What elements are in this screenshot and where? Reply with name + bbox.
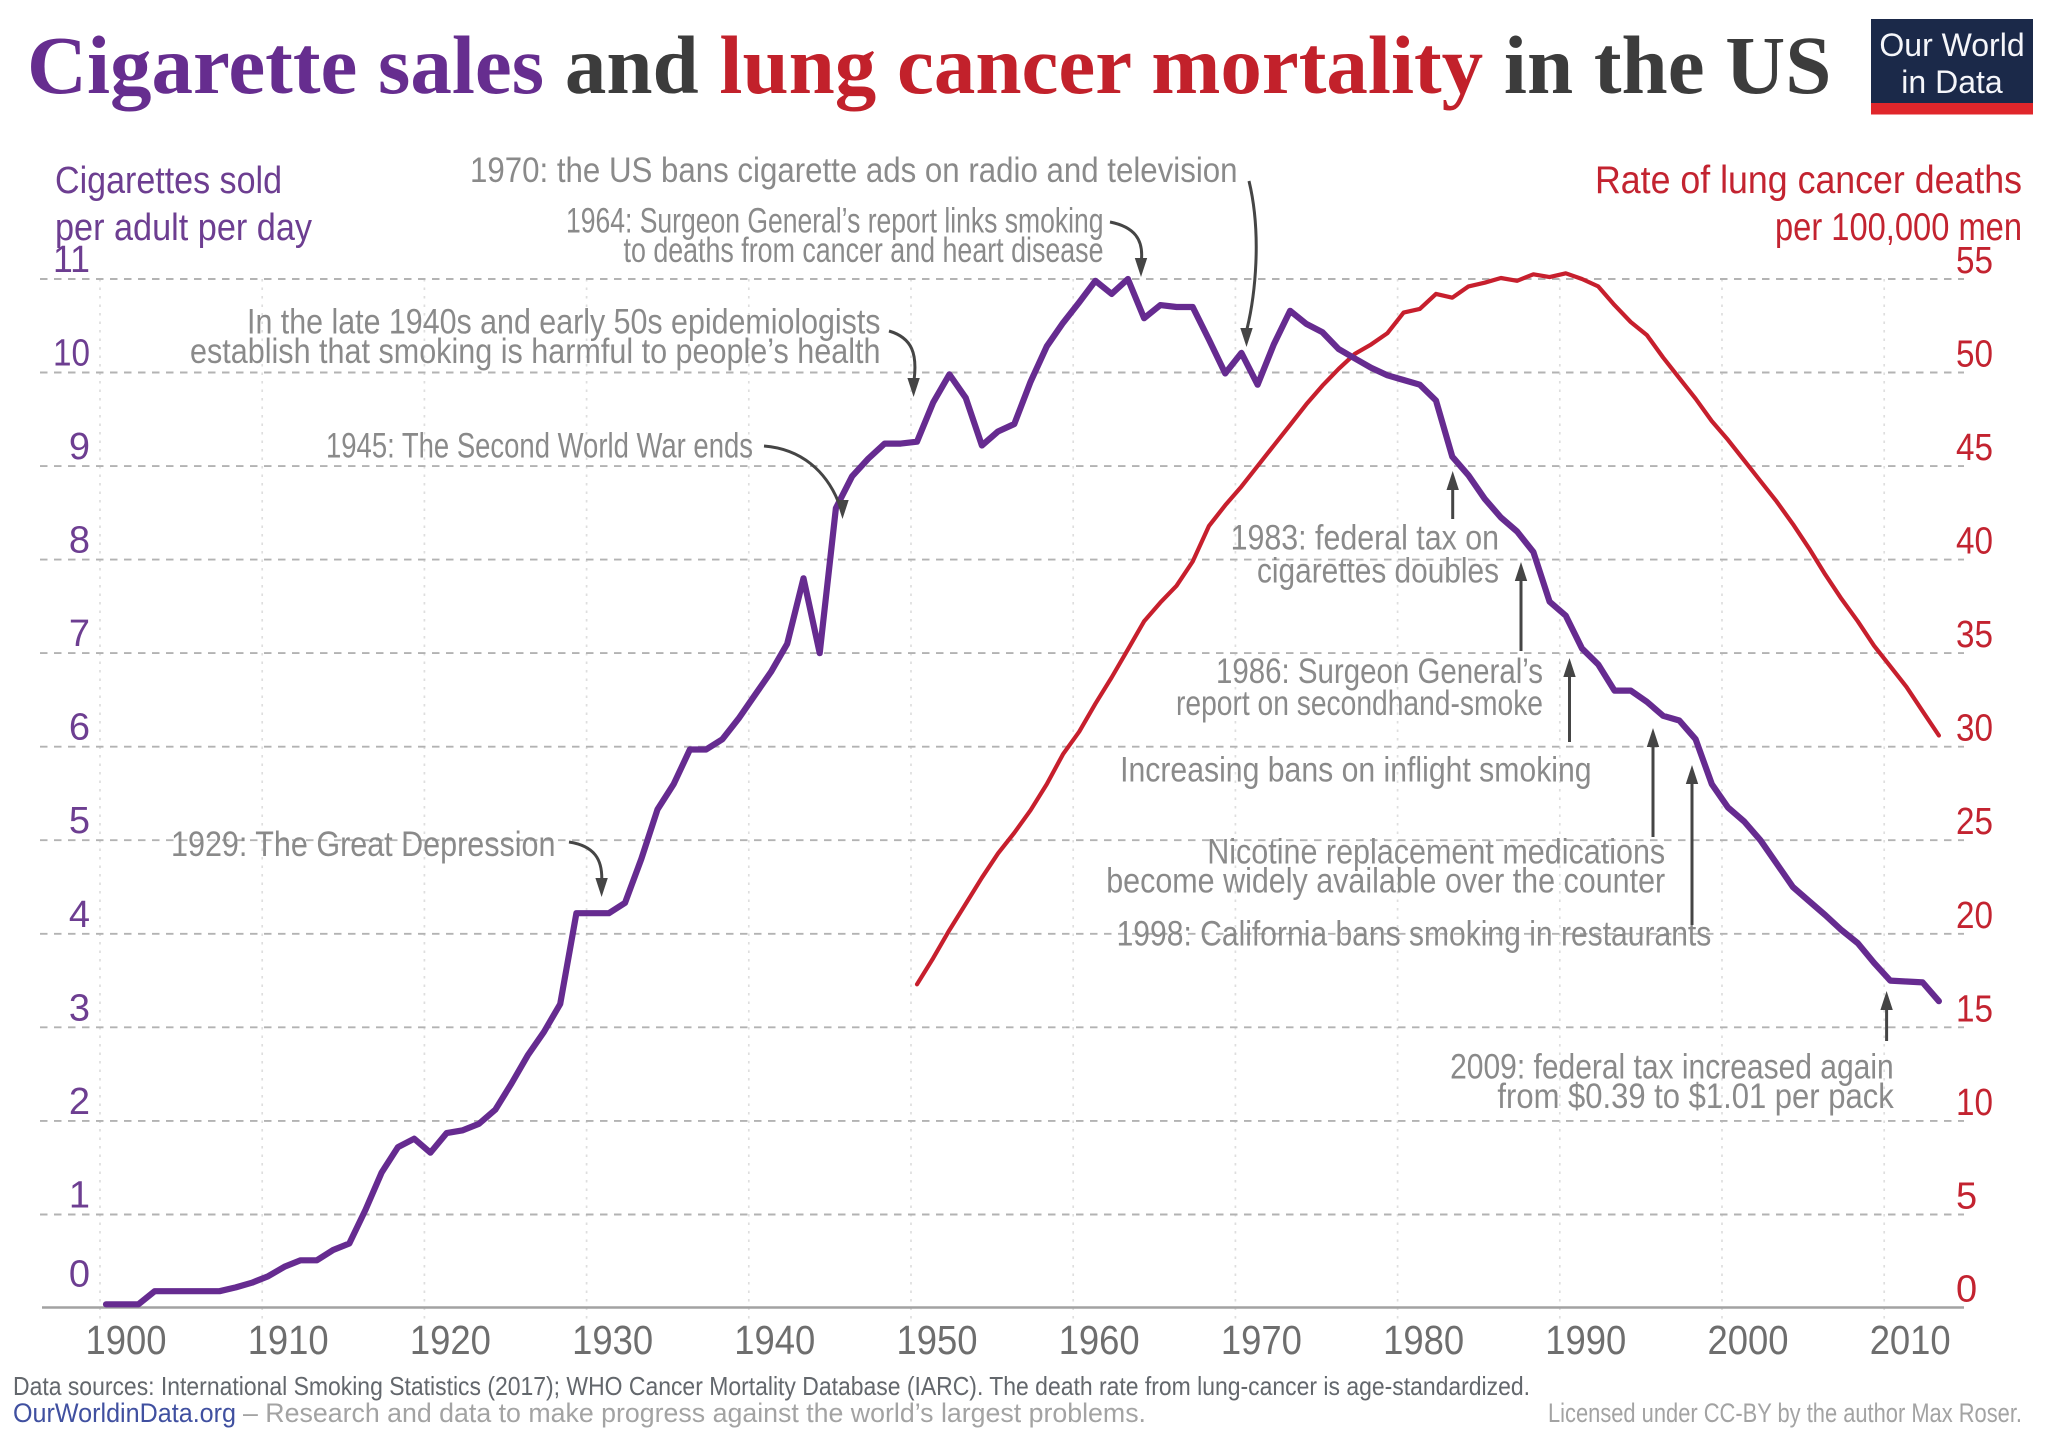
- svg-text:11: 11: [53, 239, 90, 281]
- svg-text:15: 15: [1956, 988, 1993, 1030]
- svg-text:1960: 1960: [1059, 1317, 1140, 1363]
- svg-text:per 100,000 men: per 100,000 men: [1775, 206, 2022, 249]
- svg-text:0: 0: [69, 1254, 90, 1296]
- svg-text:2009: federal tax increased ag: 2009: federal tax increased again: [1450, 1047, 1894, 1086]
- svg-text:45: 45: [1956, 427, 1993, 469]
- svg-text:20: 20: [1956, 895, 1993, 937]
- svg-text:1990: 1990: [1545, 1317, 1626, 1363]
- svg-text:Cigarette sales and lung cance: Cigarette sales and lung cancer mortalit…: [27, 19, 1831, 111]
- svg-text:establish that smoking is harm: establish that smoking is harmful to peo…: [190, 332, 881, 371]
- svg-text:Data sources: International Sm: Data sources: International Smoking Stat…: [13, 1371, 1530, 1401]
- svg-text:3: 3: [69, 987, 90, 1029]
- svg-text:1970: 1970: [1221, 1317, 1302, 1363]
- svg-text:Rate of lung cancer deaths: Rate of lung cancer deaths: [1595, 159, 2022, 202]
- svg-text:2: 2: [69, 1081, 90, 1123]
- svg-text:Nicotine replacement medicatio: Nicotine replacement medications: [1207, 832, 1665, 871]
- svg-text:7: 7: [69, 613, 90, 655]
- svg-text:30: 30: [1956, 708, 1993, 750]
- svg-text:1983: federal tax on: 1983: federal tax on: [1231, 519, 1499, 558]
- svg-text:report on secondhand-smoke: report on secondhand-smoke: [1176, 684, 1543, 723]
- svg-text:2010: 2010: [1870, 1317, 1951, 1363]
- svg-text:1970: the US bans cigarette ad: 1970: the US bans cigarette ads on radio…: [470, 151, 1238, 190]
- svg-text:1900: 1900: [86, 1317, 167, 1363]
- svg-text:1945: The Second World War end: 1945: The Second World War ends: [326, 426, 753, 465]
- svg-text:from $0.39 to $1.01 per pack: from $0.39 to $1.01 per pack: [1497, 1077, 1894, 1116]
- svg-text:0: 0: [1956, 1269, 1977, 1311]
- svg-text:25: 25: [1956, 801, 1993, 843]
- svg-text:1: 1: [69, 1175, 90, 1217]
- svg-text:1930: 1930: [572, 1317, 653, 1363]
- svg-text:In the late 1940s and early 50: In the late 1940s and early 50s epidemio…: [247, 302, 881, 341]
- svg-text:1910: 1910: [248, 1317, 329, 1363]
- svg-text:1986: Surgeon General’s: 1986: Surgeon General’s: [1216, 652, 1543, 691]
- svg-text:Increasing bans on inflight sm: Increasing bans on inflight smoking: [1120, 750, 1592, 789]
- svg-text:40: 40: [1956, 521, 1993, 563]
- svg-text:8: 8: [69, 520, 90, 562]
- svg-text:1980: 1980: [1383, 1317, 1464, 1363]
- svg-text:– Research and data to make pr: – Research and data to make progress aga…: [243, 1398, 1146, 1428]
- svg-text:1929: The Great Depression: 1929: The Great Depression: [171, 825, 556, 864]
- svg-text:1950: 1950: [897, 1317, 978, 1363]
- svg-text:cigarettes doubles: cigarettes doubles: [1257, 552, 1499, 591]
- svg-text:5: 5: [1956, 1176, 1977, 1218]
- svg-text:50: 50: [1956, 334, 1993, 376]
- svg-text:1940: 1940: [734, 1317, 815, 1363]
- svg-text:6: 6: [69, 707, 90, 749]
- svg-text:9: 9: [69, 426, 90, 468]
- svg-text:OurWorldinData.org: OurWorldinData.org: [13, 1398, 236, 1428]
- svg-text:10: 10: [53, 333, 90, 375]
- svg-text:Cigarettes sold: Cigarettes sold: [55, 160, 282, 202]
- svg-text:become widely available over t: become widely available over the counter: [1106, 861, 1665, 900]
- svg-text:to deaths from cancer and hear: to deaths from cancer and heart disease: [624, 231, 1104, 270]
- svg-text:Our World: Our World: [1879, 27, 2024, 63]
- svg-text:in Data: in Data: [1901, 64, 2003, 100]
- svg-text:5: 5: [69, 800, 90, 842]
- svg-text:1964: Surgeon General’s report: 1964: Surgeon General’s report links smo…: [566, 202, 1104, 241]
- svg-text:Licensed under CC-BY by the au: Licensed under CC-BY by the author Max R…: [1548, 1398, 2022, 1428]
- svg-text:10: 10: [1956, 1082, 1993, 1124]
- svg-text:55: 55: [1956, 240, 1993, 282]
- svg-text:4: 4: [69, 894, 90, 936]
- svg-text:2000: 2000: [1708, 1317, 1789, 1363]
- svg-text:1998: California bans smoking: 1998: California bans smoking in restaur…: [1117, 914, 1712, 953]
- svg-text:1920: 1920: [410, 1317, 491, 1363]
- svg-text:per adult per day: per adult per day: [55, 207, 312, 249]
- svg-text:35: 35: [1956, 614, 1993, 656]
